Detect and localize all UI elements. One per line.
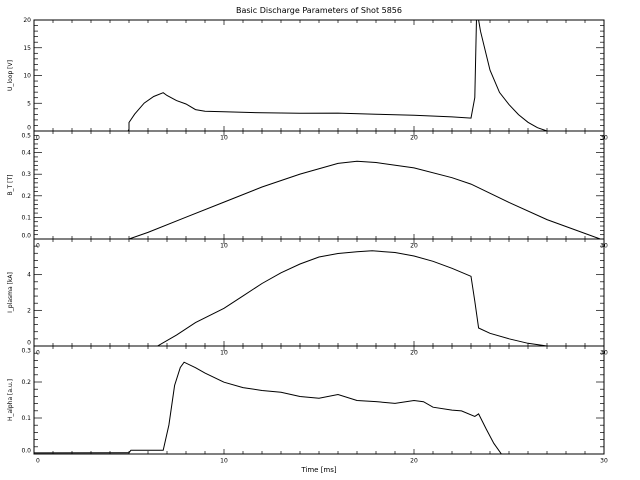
y-axis-label: B_T [T]: [7, 174, 14, 195]
y-tick-label: 0.1: [21, 214, 31, 221]
x-tick-label: 20: [410, 243, 418, 250]
series-line: [34, 250, 548, 346]
y-tick-label: 15: [23, 45, 31, 52]
plot-frame: [33, 238, 605, 347]
y-tick-label: 20: [23, 17, 31, 24]
x-tick-label: 10: [220, 350, 228, 357]
x-tick-label: 20: [410, 135, 418, 142]
y-tick-label: 0.2: [21, 193, 31, 200]
y-tick-label: 0: [27, 340, 31, 347]
y-tick-label: 0.2: [21, 379, 31, 386]
y-tick-label: 0.0: [21, 448, 31, 455]
y-tick-label: 2: [27, 307, 31, 314]
series-line: [34, 361, 604, 454]
y-tick-label: 4: [27, 272, 31, 279]
y-axis-label: I_plasma [kA]: [7, 272, 14, 313]
x-tick-label: 20: [410, 458, 418, 465]
y-tick-label: 5: [27, 100, 31, 107]
x-axis-label: Time [ms]: [300, 466, 337, 474]
y-tick-label: 0.0: [21, 233, 31, 240]
series-line: [34, 20, 548, 131]
y-axis-label: U_loop [V]: [7, 60, 14, 91]
plot-frame: [33, 130, 605, 240]
x-tick-label: 10: [220, 458, 228, 465]
x-tick-label: 10: [220, 243, 228, 250]
y-axis-label: H_alpha [a.u.]: [7, 379, 14, 421]
x-tick-label: 10: [220, 135, 228, 142]
x-tick-label: 0: [36, 135, 40, 142]
series-line: [34, 160, 601, 239]
y-tick-label: 0: [27, 125, 31, 132]
x-tick-label: 20: [410, 350, 418, 357]
y-tick-label: 10: [23, 73, 31, 80]
x-tick-label: 0: [36, 458, 40, 465]
y-tick-label: 0.1: [21, 415, 31, 422]
y-tick-label: 0.3: [21, 348, 31, 355]
y-tick-label: 0.5: [21, 133, 31, 140]
plot-frame: [33, 345, 605, 455]
y-tick-label: 0.4: [21, 150, 31, 157]
panel-2: 0102030024I_plasma [kA]: [7, 238, 608, 357]
chart-title: Basic Discharge Parameters of Shot 5856: [236, 6, 402, 15]
panel-3: 0 10 20 30 0.0 0.1 0.2 0.3 H_alpha [a.u.]: [7, 345, 608, 465]
y-tick-label: 0.3: [21, 171, 31, 178]
x-tick-label: 30: [600, 458, 608, 465]
